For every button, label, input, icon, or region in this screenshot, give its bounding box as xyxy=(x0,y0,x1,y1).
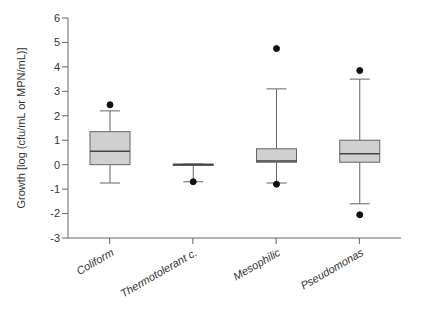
svg-text:-2: -2 xyxy=(50,207,60,219)
svg-text:-3: -3 xyxy=(50,232,60,244)
svg-text:0: 0 xyxy=(54,159,60,171)
svg-text:-1: -1 xyxy=(50,183,60,195)
svg-text:Pseudomonas: Pseudomonas xyxy=(298,246,365,292)
svg-text:4: 4 xyxy=(54,61,60,73)
svg-text:1: 1 xyxy=(54,134,60,146)
svg-text:5: 5 xyxy=(54,36,60,48)
svg-text:2: 2 xyxy=(54,110,60,122)
svg-text:Growth [log (cfu/mL or MPN/mL): Growth [log (cfu/mL or MPN/mL)] xyxy=(15,48,27,209)
svg-text:Thermotolerant c.: Thermotolerant c. xyxy=(118,246,199,299)
svg-text:Coliform: Coliform xyxy=(74,246,115,277)
svg-text:3: 3 xyxy=(54,85,60,97)
svg-text:Mesophilic: Mesophilic xyxy=(231,246,282,283)
svg-text:6: 6 xyxy=(54,12,60,24)
